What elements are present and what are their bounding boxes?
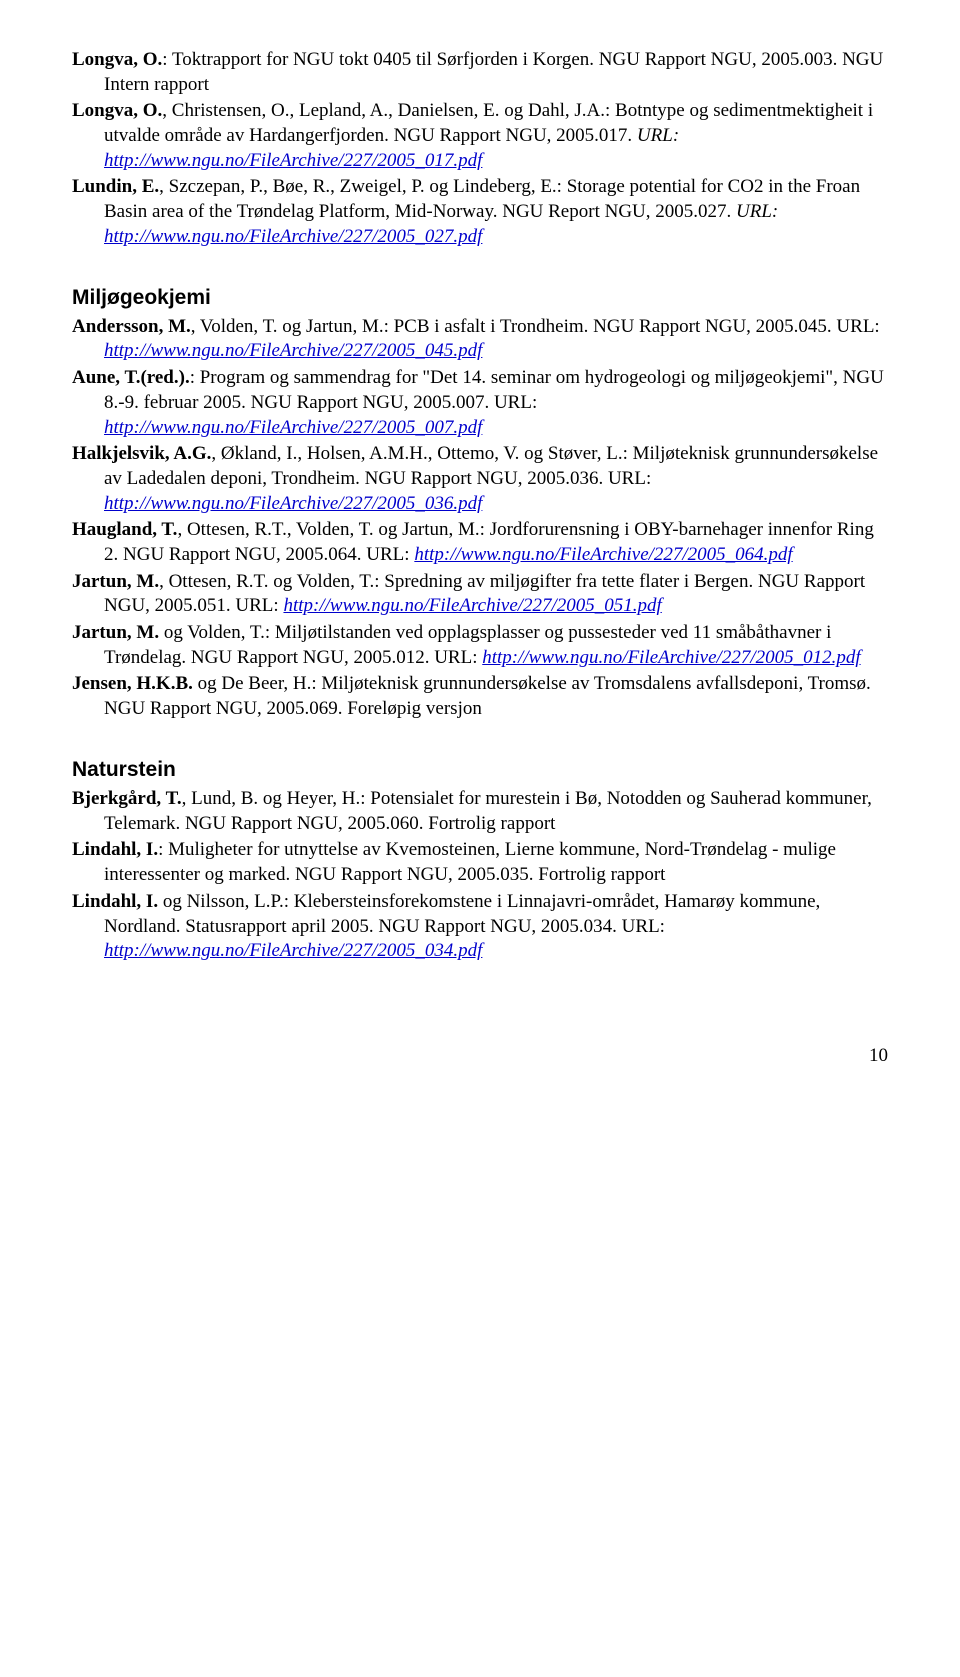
entry-text: , Økland, I., Holsen, A.M.H., Ottemo, V.… xyxy=(104,443,878,489)
entry-authors: Andersson, M. xyxy=(72,316,191,337)
bibliography-entry: Jensen, H.K.B. og De Beer, H.: Miljøtekn… xyxy=(72,672,888,721)
bibliography-entry: Aune, T.(red.).: Program og sammendrag f… xyxy=(72,366,888,440)
entry-authors: Jensen, H.K.B. xyxy=(72,673,193,694)
entry-authors: Bjerkgård, T. xyxy=(72,788,182,809)
entry-text: , Christensen, O., Lepland, A., Danielse… xyxy=(104,100,873,146)
entry-authors: Lindahl, I. xyxy=(72,839,158,860)
entry-url-link[interactable]: http://www.ngu.no/FileArchive/227/2005_0… xyxy=(104,226,482,247)
entry-text: : Program og sammendrag for "Det 14. sem… xyxy=(104,367,884,413)
bibliography-entry: Bjerkgård, T., Lund, B. og Heyer, H.: Po… xyxy=(72,787,888,836)
entry-url-link[interactable]: http://www.ngu.no/FileArchive/227/2005_0… xyxy=(104,493,482,514)
entry-url-link[interactable]: http://www.ngu.no/FileArchive/227/2005_0… xyxy=(482,647,860,668)
bibliography-entry: Longva, O., Christensen, O., Lepland, A.… xyxy=(72,99,888,173)
bibliography-entry: Jartun, M. og Volden, T.: Miljøtilstande… xyxy=(72,621,888,670)
entry-text: : Toktrapport for NGU tokt 0405 til Sørf… xyxy=(104,49,883,95)
entry-authors: Lindahl, I. xyxy=(72,891,158,912)
url-label: URL: xyxy=(736,201,778,222)
bibliography-entry: Halkjelsvik, A.G., Økland, I., Holsen, A… xyxy=(72,442,888,516)
entry-authors: Longva, O. xyxy=(72,49,162,70)
entry-authors: Jartun, M. xyxy=(72,571,159,592)
entry-authors: Aune, T.(red.). xyxy=(72,367,190,388)
entry-authors: Lundin, E. xyxy=(72,176,159,197)
bibliography-entry: Jartun, M., Ottesen, R.T. og Volden, T.:… xyxy=(72,570,888,619)
page-number: 10 xyxy=(72,1044,888,1069)
section-heading-naturstein: Naturstein xyxy=(72,756,888,783)
entry-authors: Halkjelsvik, A.G. xyxy=(72,443,211,464)
entry-url-link[interactable]: http://www.ngu.no/FileArchive/227/2005_0… xyxy=(104,417,482,438)
bibliography-entry: Haugland, T., Ottesen, R.T., Volden, T. … xyxy=(72,518,888,567)
url-label: URL: xyxy=(637,125,679,146)
entry-authors: Longva, O. xyxy=(72,100,162,121)
section-heading-miljogeokjemi: Miljøgeokjemi xyxy=(72,284,888,311)
bibliography-entry: Lundin, E., Szczepan, P., Bøe, R., Zweig… xyxy=(72,175,888,249)
entry-authors: Haugland, T. xyxy=(72,519,177,540)
entry-url-link[interactable]: http://www.ngu.no/FileArchive/227/2005_0… xyxy=(283,595,661,616)
entry-text: : Muligheter for utnyttelse av Kvemostei… xyxy=(104,839,836,885)
bibliography-entry: Longva, O.: Toktrapport for NGU tokt 040… xyxy=(72,48,888,97)
bibliography-entry: Lindahl, I. og Nilsson, L.P.: Kleberstei… xyxy=(72,890,888,964)
entry-text: og Nilsson, L.P.: Klebersteinsforekomste… xyxy=(104,891,820,937)
bibliography-entry: Andersson, M., Volden, T. og Jartun, M.:… xyxy=(72,315,888,364)
entry-authors: Jartun, M. xyxy=(72,622,159,643)
entry-url-link[interactable]: http://www.ngu.no/FileArchive/227/2005_0… xyxy=(414,544,792,565)
entry-url-link[interactable]: http://www.ngu.no/FileArchive/227/2005_0… xyxy=(104,940,482,961)
entry-text: , Volden, T. og Jartun, M.: PCB i asfalt… xyxy=(191,316,880,337)
entry-url-link[interactable]: http://www.ngu.no/FileArchive/227/2005_0… xyxy=(104,340,482,361)
bibliography-entry: Lindahl, I.: Muligheter for utnyttelse a… xyxy=(72,838,888,887)
entry-text: , Lund, B. og Heyer, H.: Potensialet for… xyxy=(104,788,872,834)
entry-text: og De Beer, H.: Miljøteknisk grunnunders… xyxy=(104,673,871,719)
entry-url-link[interactable]: http://www.ngu.no/FileArchive/227/2005_0… xyxy=(104,150,482,171)
